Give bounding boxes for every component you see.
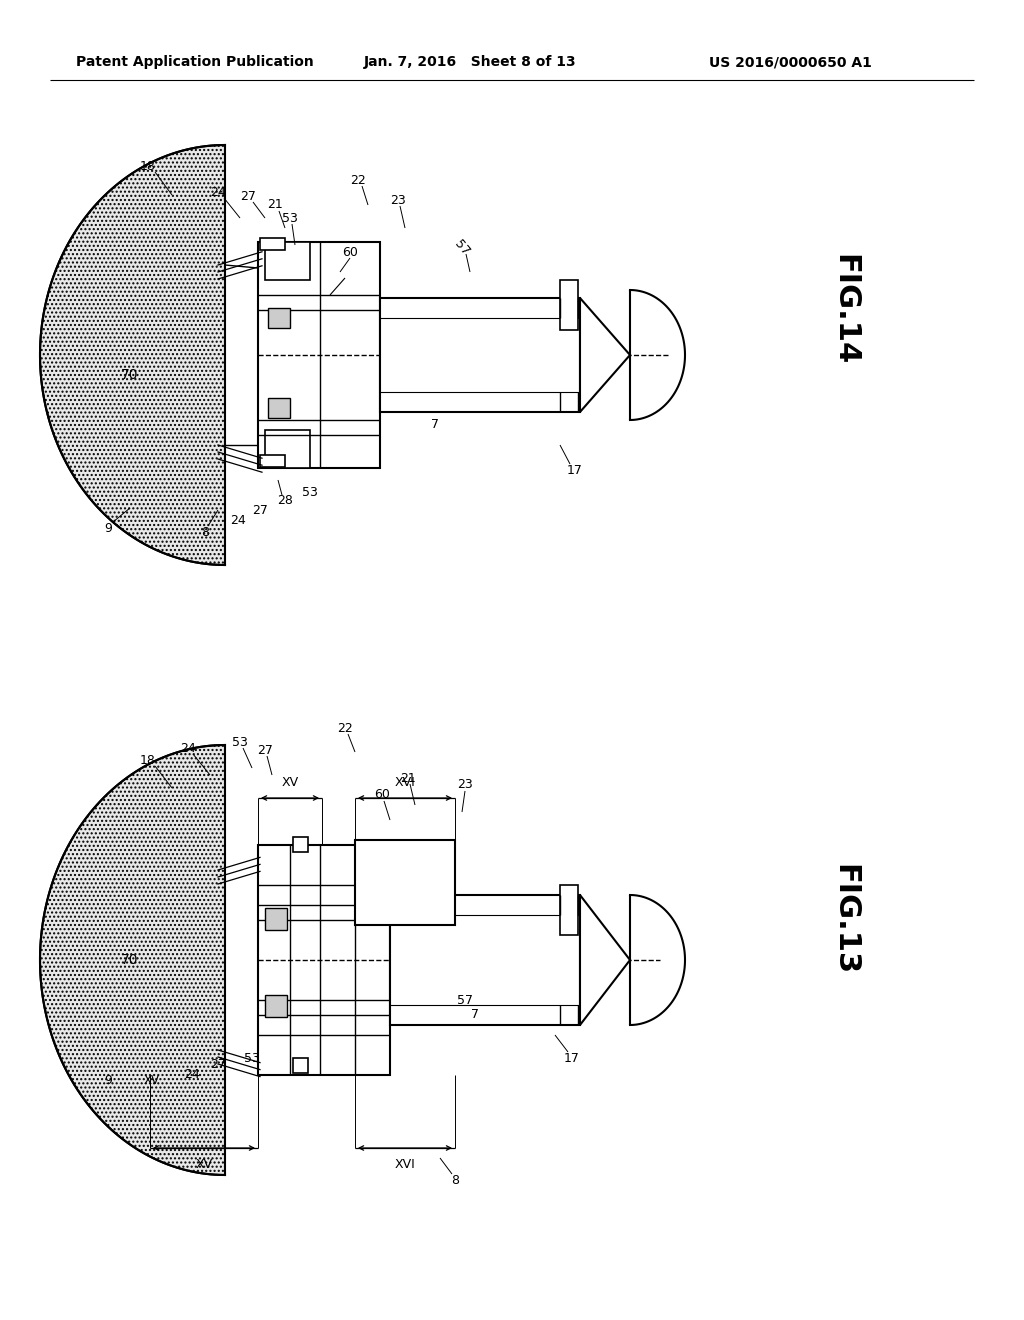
Text: 24: 24: [180, 742, 196, 755]
Text: 27: 27: [252, 503, 268, 516]
Text: 21: 21: [267, 198, 283, 211]
Text: 17: 17: [567, 463, 583, 477]
Bar: [265, 995, 287, 1016]
Bar: [390, 895, 580, 1026]
Bar: [260, 238, 285, 249]
Text: 70: 70: [121, 953, 138, 968]
Text: 53: 53: [282, 211, 298, 224]
Text: 27: 27: [210, 1059, 226, 1072]
Text: 53: 53: [232, 735, 248, 748]
Text: 22: 22: [350, 173, 366, 186]
Text: XV: XV: [144, 1073, 160, 1086]
PathPatch shape: [40, 744, 225, 1175]
Bar: [560, 280, 578, 330]
Text: 9: 9: [104, 1073, 112, 1086]
Text: 7: 7: [431, 418, 439, 432]
Text: 24: 24: [184, 1068, 200, 1081]
Text: 57: 57: [452, 238, 472, 259]
Text: 23: 23: [390, 194, 406, 206]
Text: 21: 21: [400, 771, 416, 784]
Text: XVI: XVI: [394, 776, 416, 788]
Bar: [293, 837, 308, 851]
Text: 27: 27: [257, 743, 273, 756]
Bar: [265, 242, 310, 280]
Text: XVI: XVI: [394, 1158, 416, 1171]
Bar: [265, 430, 310, 469]
Polygon shape: [580, 895, 630, 1026]
Text: 24: 24: [230, 513, 246, 527]
Bar: [293, 1059, 308, 1073]
Text: 23: 23: [457, 779, 473, 792]
Text: 57: 57: [457, 994, 473, 1006]
Text: 24: 24: [210, 186, 226, 198]
Text: Jan. 7, 2016   Sheet 8 of 13: Jan. 7, 2016 Sheet 8 of 13: [364, 55, 577, 69]
Text: 27: 27: [240, 190, 256, 202]
Text: 60: 60: [374, 788, 390, 801]
Text: 60: 60: [342, 246, 358, 259]
Text: 18: 18: [140, 754, 156, 767]
Bar: [265, 908, 287, 931]
Bar: [258, 242, 380, 469]
Text: 7: 7: [471, 1008, 479, 1022]
Text: 17: 17: [564, 1052, 580, 1064]
Bar: [268, 399, 290, 418]
Text: 28: 28: [278, 494, 293, 507]
Text: 9: 9: [104, 521, 112, 535]
Bar: [560, 884, 578, 935]
Text: 8: 8: [201, 525, 209, 539]
Text: FIG.13: FIG.13: [830, 865, 859, 975]
Text: 8: 8: [451, 1173, 459, 1187]
Text: 70: 70: [121, 368, 138, 381]
PathPatch shape: [40, 145, 225, 565]
Bar: [260, 455, 285, 467]
Bar: [380, 298, 580, 412]
Text: 18: 18: [140, 160, 156, 173]
Text: Patent Application Publication: Patent Application Publication: [76, 55, 314, 69]
Bar: [355, 840, 455, 925]
Polygon shape: [580, 298, 630, 412]
Bar: [268, 308, 290, 327]
Text: FIG.14: FIG.14: [830, 255, 859, 366]
Bar: [258, 845, 390, 1074]
Text: 53: 53: [244, 1052, 260, 1064]
Text: 22: 22: [337, 722, 353, 734]
Text: XV: XV: [196, 1158, 213, 1171]
Text: US 2016/0000650 A1: US 2016/0000650 A1: [709, 55, 871, 69]
Text: XV: XV: [282, 776, 299, 788]
Text: 53: 53: [302, 487, 317, 499]
